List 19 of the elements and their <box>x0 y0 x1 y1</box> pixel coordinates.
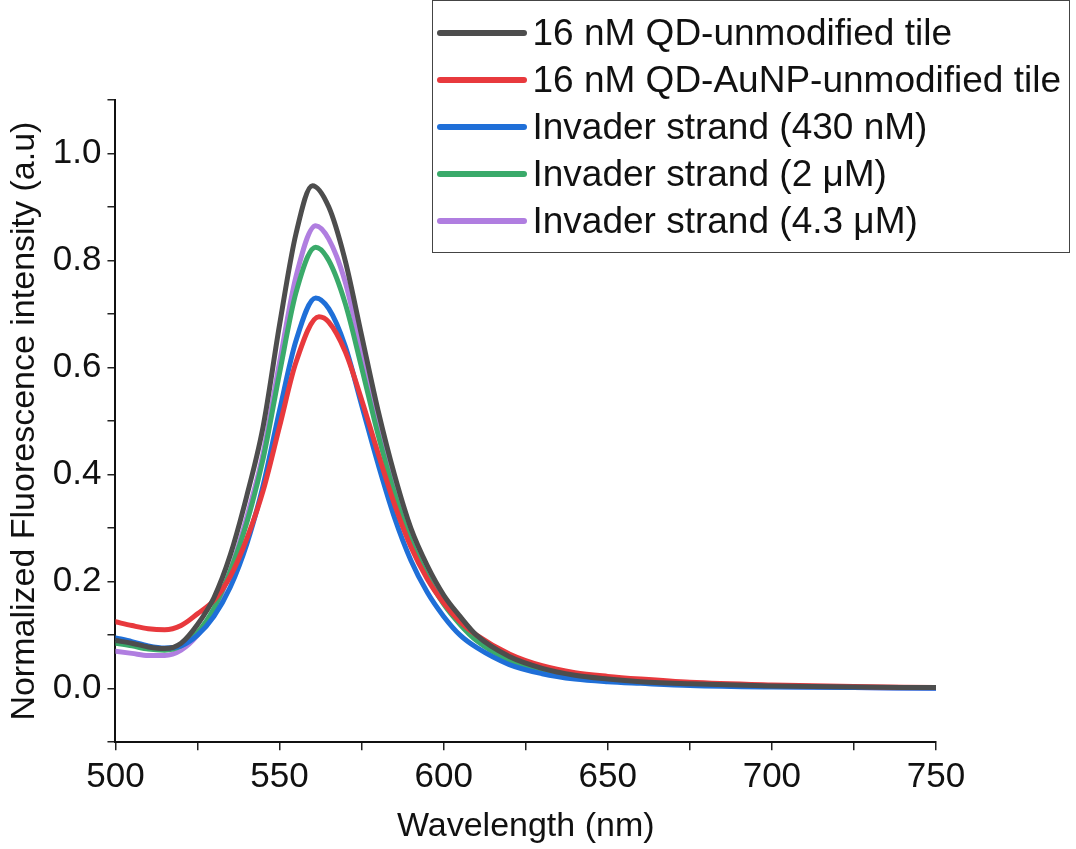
x-tick-label: 600 <box>414 754 473 794</box>
y-tick-label: 0.4 <box>52 452 102 492</box>
y-tick-label: 0.8 <box>52 238 102 278</box>
x-tick-label: 550 <box>250 754 309 794</box>
y-tick-label: 0.6 <box>52 345 102 385</box>
y-tick-label: 0.0 <box>52 666 102 706</box>
legend-label: Invader strand (430 nM) <box>532 105 928 148</box>
legend-label: Invader strand (2 μM) <box>532 152 887 195</box>
x-axis-title: Wavelength (nm) <box>396 804 655 843</box>
legend-label: 16 nM QD-AuNP-unmodified tile <box>532 58 1061 101</box>
x-tick-label: 750 <box>906 754 966 794</box>
x-tick-label: 700 <box>742 754 802 794</box>
legend-label: 16 nM QD-unmodified tile <box>532 11 953 54</box>
y-tick-label: 0.2 <box>52 559 102 599</box>
legend-label: Invader strand (4.3 μM) <box>532 199 918 242</box>
x-tick-label: 500 <box>86 754 145 794</box>
x-tick-label: 650 <box>578 754 637 794</box>
y-axis-title: Normalized Fluorescence intensity (a.u) <box>2 121 41 721</box>
y-tick-label: 1.0 <box>52 131 102 171</box>
